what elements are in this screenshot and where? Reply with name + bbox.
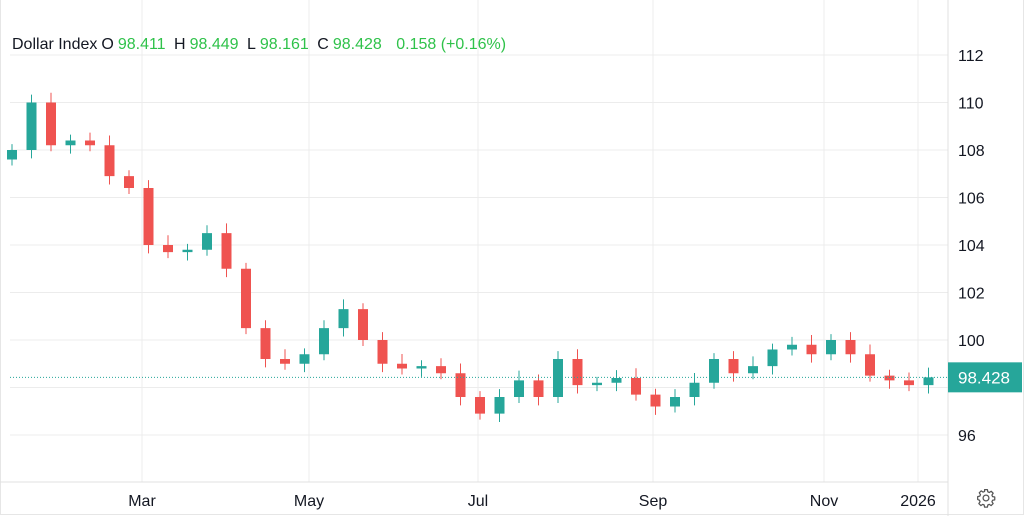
candle-body bbox=[455, 373, 466, 397]
candle-body bbox=[650, 394, 661, 407]
candle-body bbox=[904, 380, 914, 386]
candle-body bbox=[221, 233, 232, 269]
candle-body bbox=[689, 382, 700, 397]
candle-body bbox=[611, 378, 622, 383]
candle-body bbox=[865, 354, 875, 376]
candle-body bbox=[241, 268, 251, 329]
y-tick-label: 110 bbox=[958, 96, 984, 113]
candle-body bbox=[65, 140, 76, 146]
y-tick-label: 108 bbox=[958, 143, 985, 160]
candle-body bbox=[592, 382, 602, 386]
candle-body bbox=[728, 359, 739, 374]
candle-body bbox=[845, 340, 856, 355]
candle-body bbox=[494, 397, 505, 414]
candle-body bbox=[377, 340, 388, 364]
candle-body bbox=[202, 233, 212, 250]
x-tick-label: 2026 bbox=[900, 493, 936, 510]
candle-body bbox=[748, 366, 758, 374]
low-label: L bbox=[246, 36, 256, 53]
gear-icon[interactable] bbox=[976, 488, 996, 508]
candle-body bbox=[475, 397, 485, 414]
candle-body bbox=[260, 328, 271, 359]
candle-body bbox=[884, 375, 895, 381]
y-tick-label: 104 bbox=[958, 238, 985, 255]
candle-body bbox=[709, 359, 719, 383]
symbol-name: Dollar Index bbox=[12, 36, 98, 53]
x-tick-label: Nov bbox=[810, 493, 838, 510]
candle-body bbox=[319, 328, 329, 355]
candle-body bbox=[553, 359, 563, 397]
candle-body bbox=[104, 145, 115, 177]
close-value: 98.428 bbox=[332, 36, 382, 53]
candle-body bbox=[299, 354, 310, 364]
x-tick-label: Jul bbox=[468, 493, 488, 510]
y-tick-label: 102 bbox=[958, 286, 985, 303]
y-tick-label: 96 bbox=[958, 428, 976, 445]
candle-body bbox=[143, 188, 154, 245]
ohlc-legend: Dollar Index O 98.411 H 98.449 L 98.161 C 98.… bbox=[12, 36, 510, 54]
candle-body bbox=[631, 378, 641, 395]
candle-body bbox=[787, 344, 797, 350]
candle-body bbox=[923, 377, 934, 386]
x-tick-label: Mar bbox=[128, 493, 156, 510]
candle-body bbox=[7, 150, 17, 160]
candle-body bbox=[826, 340, 836, 355]
high-label: H bbox=[174, 36, 186, 53]
candle-body bbox=[182, 249, 193, 253]
x-tick-label: May bbox=[294, 493, 324, 510]
candle-body bbox=[163, 245, 173, 253]
candle-body bbox=[46, 102, 56, 146]
candle-body bbox=[358, 309, 368, 340]
open-value: 98.411 bbox=[117, 36, 166, 53]
candle-body bbox=[26, 102, 37, 150]
candle-body bbox=[670, 397, 680, 407]
candle-body bbox=[533, 380, 544, 397]
last-price-badge bbox=[948, 362, 1022, 393]
candle-body bbox=[806, 344, 817, 355]
y-tick-label: 106 bbox=[958, 191, 985, 208]
candle-body bbox=[397, 363, 407, 369]
candle-body bbox=[436, 366, 446, 374]
open-label: O bbox=[101, 36, 114, 53]
low-value: 98.161 bbox=[259, 36, 309, 53]
candle-body bbox=[572, 359, 583, 386]
candle-body bbox=[338, 309, 349, 329]
candle-body bbox=[280, 359, 290, 364]
candle-body bbox=[124, 176, 134, 188]
candle-body bbox=[85, 140, 95, 146]
candle-body bbox=[416, 366, 427, 369]
last-price-label: 98.428 bbox=[958, 368, 1010, 387]
candle-body bbox=[514, 380, 524, 397]
candle-body bbox=[767, 349, 778, 367]
change-value: 0.158 (+0.16%) bbox=[396, 36, 507, 53]
y-tick-label: 100 bbox=[958, 333, 985, 350]
high-value: 98.449 bbox=[189, 36, 239, 53]
y-tick-label: 112 bbox=[958, 48, 984, 65]
x-tick-label: Sep bbox=[639, 493, 668, 510]
close-label: C bbox=[317, 36, 329, 53]
